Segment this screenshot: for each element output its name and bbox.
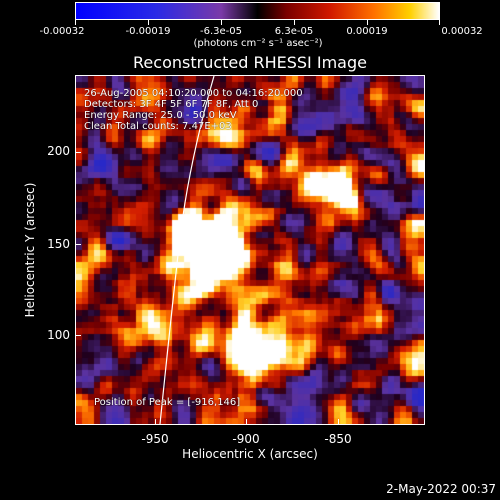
- image-canvas: [76, 76, 424, 424]
- x-tick-mark: [338, 419, 339, 425]
- colorbar-tick-mark: [439, 20, 440, 25]
- y-tick-mark: [75, 244, 81, 245]
- info-energy-range: Energy Range: 25.0 - 50.0 keV: [84, 110, 237, 121]
- solar-limb-line: [159, 76, 215, 424]
- y-tick-label: 200: [47, 144, 70, 158]
- y-tick-label: 100: [47, 328, 70, 342]
- colorbar-tick-mark: [294, 20, 295, 25]
- x-tick-label: -950: [141, 432, 169, 446]
- limb-curve: [159, 76, 215, 424]
- colorbar-tick-mark: [367, 20, 368, 25]
- x-tick-label: -850: [324, 432, 352, 446]
- colorbar-tick-mark: [221, 20, 222, 25]
- plot-title: Reconstructed RHESSI Image: [133, 53, 367, 72]
- timestamp: 2-May-2022 00:37: [386, 482, 496, 496]
- colorbar-tick-label: 6.3e-05: [274, 26, 314, 37]
- x-axis-label: Heliocentric X (arcsec): [182, 447, 318, 461]
- colorbar-tick-label: 0.00019: [346, 26, 388, 37]
- x-tick-mark: [155, 419, 156, 425]
- info-total-counts: Clean Total counts: 7.47E+03: [84, 121, 232, 132]
- y-axis-label: Heliocentric Y (arcsec): [23, 182, 37, 318]
- colorbar-tick-label: -0.00019: [125, 26, 171, 37]
- colorbar: [75, 2, 440, 20]
- y-tick-mark: [75, 152, 81, 153]
- colorbar-tick-label: 0.00032: [441, 26, 483, 37]
- colorbar-units: (photons cm⁻² s⁻¹ asec⁻²): [193, 38, 323, 49]
- y-tick-mark: [75, 335, 81, 336]
- colorbar-tick-mark: [75, 20, 76, 25]
- x-tick-label: -900: [232, 432, 260, 446]
- rhessi-image: 26-Aug-2005 04:10:20.000 to 04:16:20.000…: [75, 75, 425, 425]
- colorbar-tick-label: -6.3e-05: [200, 26, 242, 37]
- info-time-range: 26-Aug-2005 04:10:20.000 to 04:16:20.000: [84, 88, 303, 99]
- x-tick-mark: [246, 419, 247, 425]
- y-tick-label: 150: [47, 237, 70, 251]
- colorbar-tick-mark: [148, 20, 149, 25]
- colorbar-tick-label: -0.00032: [39, 26, 85, 37]
- info-detectors: Detectors: 3F 4F 5F 6F 7F 8F, Att 0: [84, 99, 259, 110]
- peak-position: Position of Peak = [-916,146]: [94, 397, 241, 408]
